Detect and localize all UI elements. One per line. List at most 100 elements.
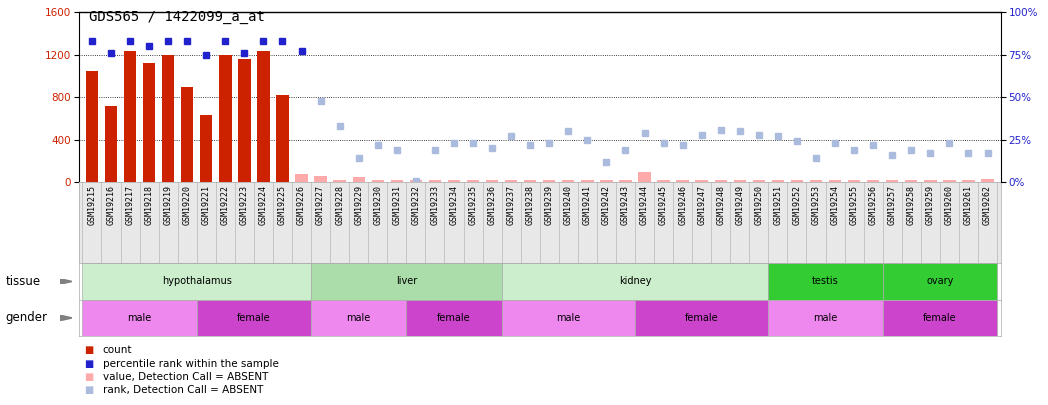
Text: GSM19256: GSM19256 [869,185,877,225]
Text: male: male [813,313,837,323]
Text: male: male [556,313,581,323]
Bar [638,172,651,182]
Text: GSM19215: GSM19215 [87,185,96,225]
Bar [314,176,327,182]
Text: GSM19242: GSM19242 [602,185,611,225]
Text: GSM19254: GSM19254 [831,185,839,225]
Bar [676,180,689,182]
Text: GSM19248: GSM19248 [716,185,725,225]
Bar [83,263,311,300]
Text: ovary: ovary [926,277,954,286]
Bar [466,180,479,182]
Text: GSM19246: GSM19246 [678,185,687,225]
Text: GSM19247: GSM19247 [697,185,706,225]
Text: male: male [128,313,152,323]
Bar [562,180,574,182]
Text: GSM19238: GSM19238 [526,185,534,225]
Text: ■: ■ [84,372,93,382]
Bar [752,180,765,182]
Bar [981,179,994,182]
Text: GSM19237: GSM19237 [506,185,516,225]
Bar [905,180,917,182]
Text: GSM19221: GSM19221 [202,185,211,225]
Text: GSM19249: GSM19249 [736,185,744,225]
Text: GSM19234: GSM19234 [450,185,458,225]
Bar [162,55,174,182]
Text: ■: ■ [84,345,93,355]
Text: GSM19241: GSM19241 [583,185,592,225]
Bar [829,180,842,182]
Bar [882,300,997,336]
Bar [867,180,879,182]
Text: GSM19220: GSM19220 [182,185,192,225]
Text: ■: ■ [84,359,93,369]
Bar [105,106,117,182]
Bar [257,51,269,182]
Text: GSM19245: GSM19245 [659,185,668,225]
Bar [219,55,232,182]
Bar [197,300,311,336]
Polygon shape [60,315,72,321]
Bar [447,180,460,182]
Bar [200,115,213,182]
Bar [410,180,422,182]
Bar [311,263,502,300]
Bar [277,95,288,182]
Bar [657,180,670,182]
Text: GDS565 / 1422099_a_at: GDS565 / 1422099_a_at [89,10,265,24]
Text: GSM19231: GSM19231 [392,185,401,225]
Text: GSM19244: GSM19244 [640,185,649,225]
Text: GSM19258: GSM19258 [907,185,916,225]
Bar [848,180,860,182]
Text: ■: ■ [84,386,93,395]
Bar [502,263,768,300]
Bar [83,300,197,336]
Bar [296,174,308,182]
Bar [391,180,403,182]
Bar [429,180,441,182]
Bar [768,263,882,300]
Text: GSM19262: GSM19262 [983,185,992,225]
Text: GSM19219: GSM19219 [163,185,173,225]
Bar [238,59,250,182]
Text: female: female [437,313,471,323]
Bar [543,180,555,182]
Text: GSM19243: GSM19243 [621,185,630,225]
Bar [886,180,898,182]
Text: GSM19259: GSM19259 [925,185,935,225]
Text: GSM19230: GSM19230 [373,185,383,225]
Bar [924,180,937,182]
Text: GSM19223: GSM19223 [240,185,248,225]
Bar [524,180,537,182]
Text: GSM19255: GSM19255 [850,185,858,225]
Text: GSM19225: GSM19225 [278,185,287,225]
Text: female: female [685,313,719,323]
Bar [943,180,956,182]
Text: GSM19251: GSM19251 [773,185,783,225]
Text: testis: testis [812,277,838,286]
Text: GSM19257: GSM19257 [888,185,897,225]
Bar [505,180,518,182]
Text: female: female [237,313,270,323]
Text: GSM19226: GSM19226 [297,185,306,225]
Bar [86,70,99,182]
Bar [810,180,823,182]
Bar [635,300,768,336]
Bar [734,180,746,182]
Text: GSM19218: GSM19218 [145,185,154,225]
Bar [601,180,613,182]
Bar [619,180,632,182]
Bar [582,180,593,182]
Text: count: count [103,345,132,355]
Bar [143,63,155,182]
Text: GSM19253: GSM19253 [811,185,821,225]
Bar [962,180,975,182]
Text: male: male [347,313,371,323]
Bar [768,300,882,336]
Text: liver: liver [396,277,417,286]
Bar [311,300,407,336]
Bar [124,51,136,182]
Text: hypothalamus: hypothalamus [161,277,232,286]
Bar [352,177,365,182]
Bar [771,180,784,182]
